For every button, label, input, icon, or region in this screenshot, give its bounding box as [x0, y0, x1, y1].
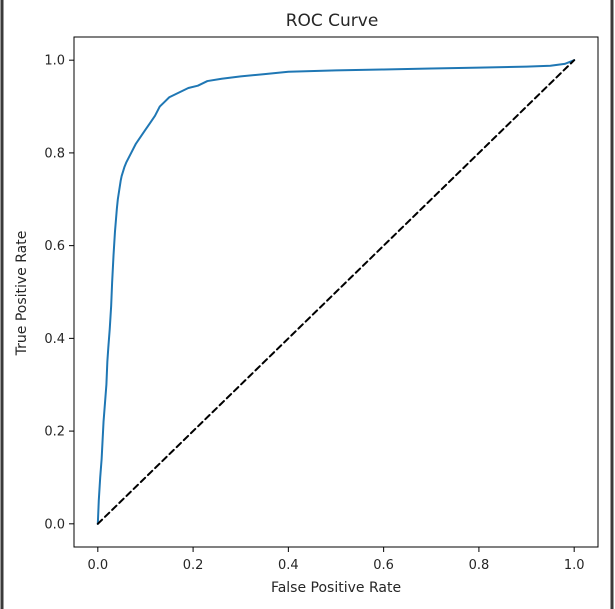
x-axis-ticks: 0.0 0.2 0.4 0.6 0.8 1.0 [87, 547, 585, 573]
y-axis-label: True Positive Rate [14, 231, 30, 357]
x-axis-label: False Positive Rate [271, 580, 401, 596]
y-tick-label: 0.2 [44, 425, 65, 440]
y-tick-label: 0.4 [44, 332, 65, 347]
x-tick-label: 0.4 [278, 558, 299, 573]
x-tick-label: 0.8 [469, 558, 490, 573]
y-axis-ticks: 0.0 0.2 0.4 0.6 0.8 1.0 [44, 54, 74, 532]
series-layer [96, 59, 576, 525]
roc-curve-line [96, 59, 576, 525]
x-tick-label: 1.0 [564, 558, 585, 573]
y-tick-label: 1.0 [44, 54, 65, 69]
plot-area: 0.0 0.2 0.4 0.6 0.8 1.0 0.0 0.2 0.4 0.6 0.8 1.0 [44, 36, 599, 573]
chart-title: ROC Curve [286, 11, 379, 31]
x-tick-label: 0.0 [87, 558, 108, 573]
y-tick-label: 0.6 [44, 239, 65, 254]
x-tick-label: 0.2 [183, 558, 204, 573]
y-tick-label: 0.0 [44, 517, 65, 532]
chance-diagonal-line [96, 59, 576, 525]
y-tick-label: 0.8 [44, 146, 65, 161]
x-tick-label: 0.6 [373, 558, 394, 573]
